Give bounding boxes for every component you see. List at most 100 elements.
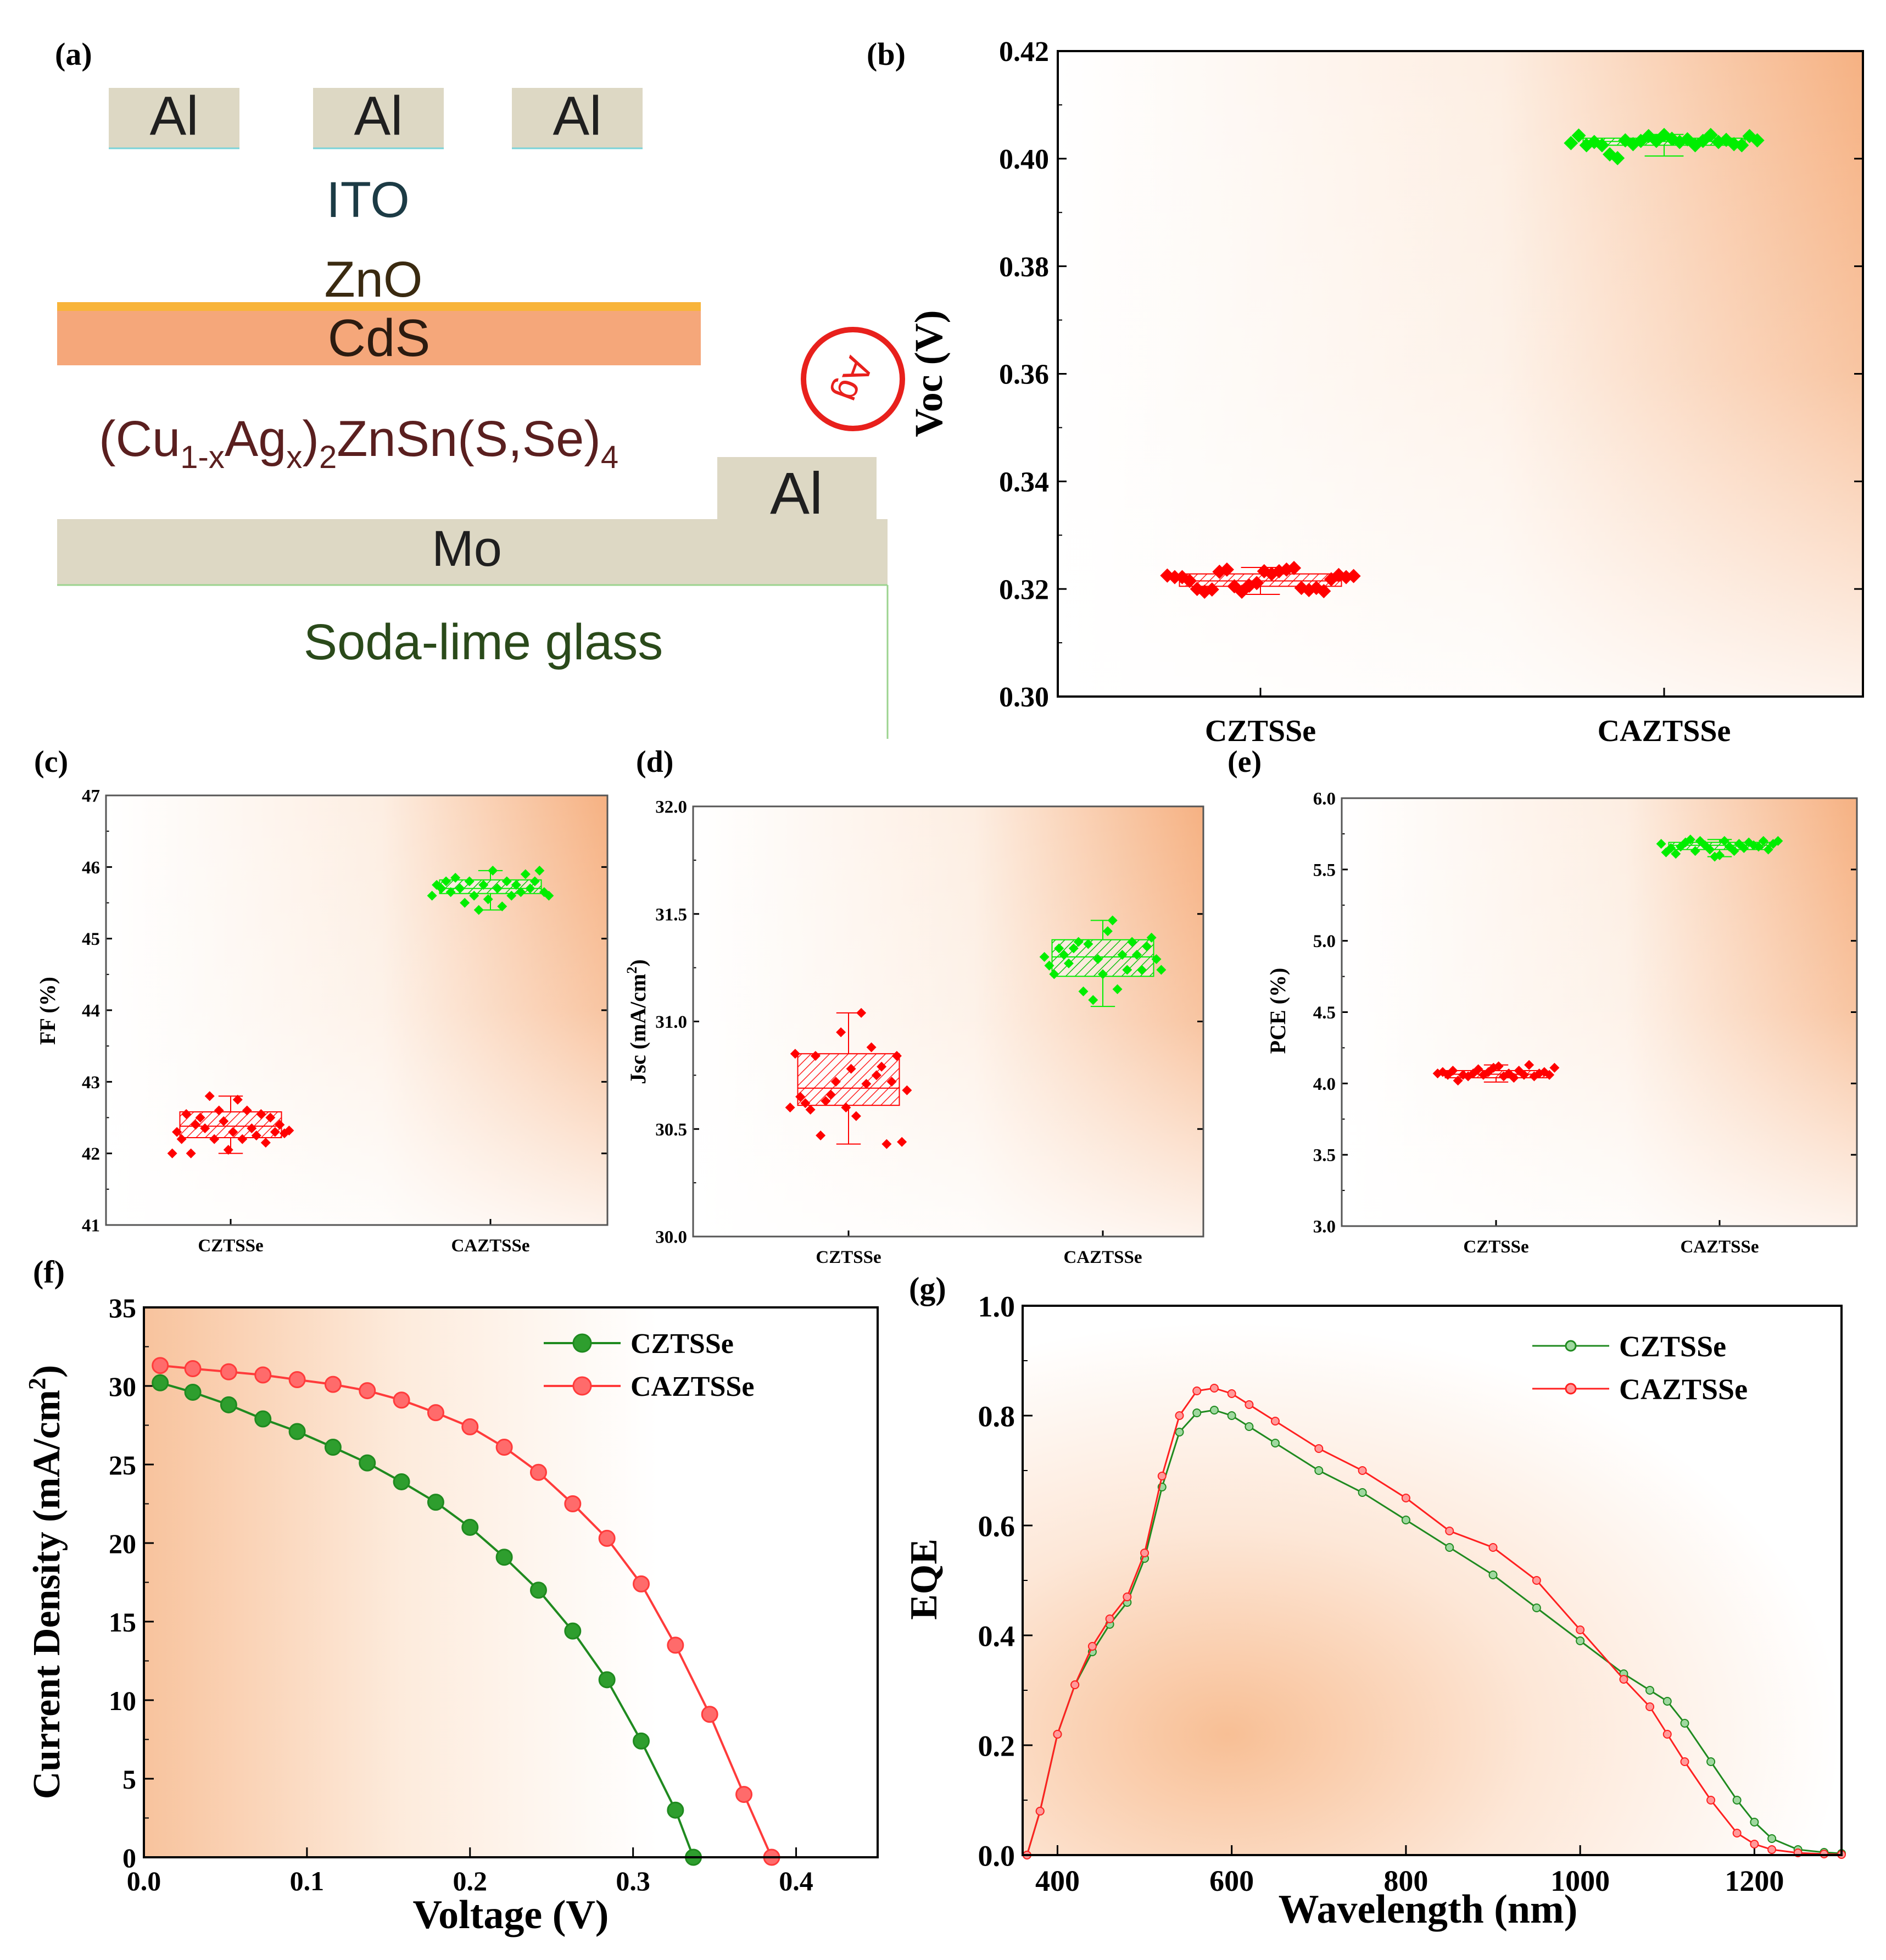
data-point-g xyxy=(1270,1439,1280,1447)
data-point-g xyxy=(1619,1675,1628,1684)
data-point-e xyxy=(1671,849,1681,859)
mo-layer xyxy=(57,519,888,585)
data-point-c xyxy=(186,1148,196,1159)
data-point-f xyxy=(667,1636,684,1654)
category-label-c: CZTSSe xyxy=(198,1236,263,1256)
data-point-e xyxy=(1448,1065,1458,1076)
data-point-c xyxy=(195,1112,205,1123)
data-point-c xyxy=(228,1127,238,1137)
data-point-c xyxy=(214,1105,224,1116)
data-point-d xyxy=(1088,995,1098,1005)
data-point-c xyxy=(473,905,484,915)
data-point-c xyxy=(488,865,498,876)
y-axis-label-c: FF (%) xyxy=(35,977,60,1045)
data-point-d xyxy=(1132,950,1142,960)
legend-marker-f xyxy=(572,1376,592,1396)
data-point-f xyxy=(564,1495,582,1512)
data-point-g xyxy=(1706,1757,1716,1766)
data-point-g xyxy=(1662,1730,1672,1739)
data-point-d xyxy=(795,1092,806,1102)
data-point-g xyxy=(1532,1603,1541,1612)
data-point-d xyxy=(861,1079,872,1089)
cds-layer-top-band xyxy=(57,302,701,311)
data-point-c xyxy=(520,869,531,879)
data-point-d xyxy=(1107,915,1118,926)
y-tick-label-e: 4.0 xyxy=(1313,1074,1336,1094)
data-point-e xyxy=(1549,1062,1560,1073)
y-tick-label-c: 41 xyxy=(82,1216,100,1236)
data-point-g xyxy=(1662,1697,1672,1706)
data-point-b xyxy=(1703,127,1718,142)
y-tick-label-d: 31.5 xyxy=(655,905,687,925)
y-axis-label-b: Voc (V) xyxy=(907,310,951,437)
plot-g-area: 0.0 0.2 0.4 0.6 0.8 1.0 400 600 800 1000 1200 CZTSS… xyxy=(978,1290,1846,1897)
data-point-d xyxy=(1146,932,1157,943)
data-point-c xyxy=(172,1127,182,1137)
legend-marker-g xyxy=(1565,1340,1577,1352)
y-axis-label-g: EQE xyxy=(903,1539,945,1620)
x-axis-label-f: Voltage (V) xyxy=(413,1892,609,1937)
data-point-e xyxy=(1524,1060,1535,1070)
x-tick-label-g: 1200 xyxy=(1725,1864,1784,1897)
y-tick-label-f: 15 xyxy=(109,1607,136,1638)
data-point-d xyxy=(1127,937,1137,947)
data-point-b xyxy=(1750,133,1765,148)
data-point-b xyxy=(1734,138,1749,153)
legend-label-g: CZTSSe xyxy=(1619,1330,1726,1363)
plot-c-frame xyxy=(105,794,609,1226)
y-tick-label-b: 0.30 xyxy=(999,682,1049,713)
data-point-g xyxy=(1123,1592,1132,1601)
data-point-e xyxy=(1758,836,1768,846)
data-point-c xyxy=(483,894,493,904)
data-point-c xyxy=(209,1134,220,1144)
data-point-g xyxy=(1732,1829,1742,1838)
data-point-c xyxy=(478,879,489,890)
y-tick-label-e: 5.5 xyxy=(1313,860,1336,880)
al-contact-1 xyxy=(109,88,239,148)
y-tick-label-c: 46 xyxy=(82,858,100,878)
x-tick-label-f: 0.0 xyxy=(127,1866,161,1896)
data-point-g xyxy=(1192,1408,1202,1417)
data-point-e xyxy=(1519,1070,1529,1080)
data-point-c xyxy=(251,1131,261,1141)
data-point-f xyxy=(495,1439,513,1456)
data-point-f xyxy=(633,1732,650,1750)
plot-d-area: 30.0 30.5 31.0 31.5 32.0 CZTSSe CAZTSSe xyxy=(655,798,1203,1267)
data-point-c xyxy=(516,887,526,897)
data-point-d xyxy=(1083,939,1093,949)
substrate-label: Soda-lime glass xyxy=(304,614,663,670)
data-point-e xyxy=(1773,836,1783,846)
data-point-c xyxy=(237,1134,248,1144)
data-point-f xyxy=(735,1786,753,1803)
data-point-c xyxy=(219,1116,229,1127)
y-tick-label-c: 42 xyxy=(82,1144,100,1164)
data-point-f xyxy=(254,1366,272,1384)
data-point-b xyxy=(1204,582,1219,597)
panel-label-f: (f) xyxy=(33,1254,65,1290)
side-al-label: Al xyxy=(770,460,823,526)
data-point-g xyxy=(1767,1845,1777,1854)
data-point-f xyxy=(152,1374,169,1391)
ag-badge-label: Ag xyxy=(828,352,881,407)
category-label-d: CAZTSSe xyxy=(1063,1248,1142,1267)
y-tick-label-f: 25 xyxy=(109,1450,136,1480)
plot-c-background-fade xyxy=(106,795,607,1225)
data-point-e xyxy=(1739,843,1749,853)
data-point-d xyxy=(821,1096,831,1106)
y-tick-label-b: 0.34 xyxy=(999,467,1049,498)
y-tick-label-d: 30.0 xyxy=(655,1228,687,1248)
data-point-b xyxy=(1167,570,1182,584)
data-point-c xyxy=(181,1109,192,1119)
data-point-b xyxy=(1695,133,1710,148)
y-axis-label-f: Current Density (mA/cm2) xyxy=(24,1365,68,1800)
y-tick-label-d: 30.5 xyxy=(655,1120,687,1140)
data-point-c xyxy=(506,890,517,901)
panel-label-d: (d) xyxy=(636,745,673,779)
data-point-g xyxy=(1175,1428,1184,1436)
y-tick-label-g: 0.2 xyxy=(978,1729,1015,1762)
y-tick-label-e: 3.5 xyxy=(1313,1146,1336,1166)
legend-marker-g xyxy=(1565,1383,1577,1395)
data-point-c xyxy=(460,898,470,908)
panel-c-ff: (c) 41 42 43 44 45 46 47 CZTSSe CAZTSSe FF (%) xyxy=(34,745,609,1256)
